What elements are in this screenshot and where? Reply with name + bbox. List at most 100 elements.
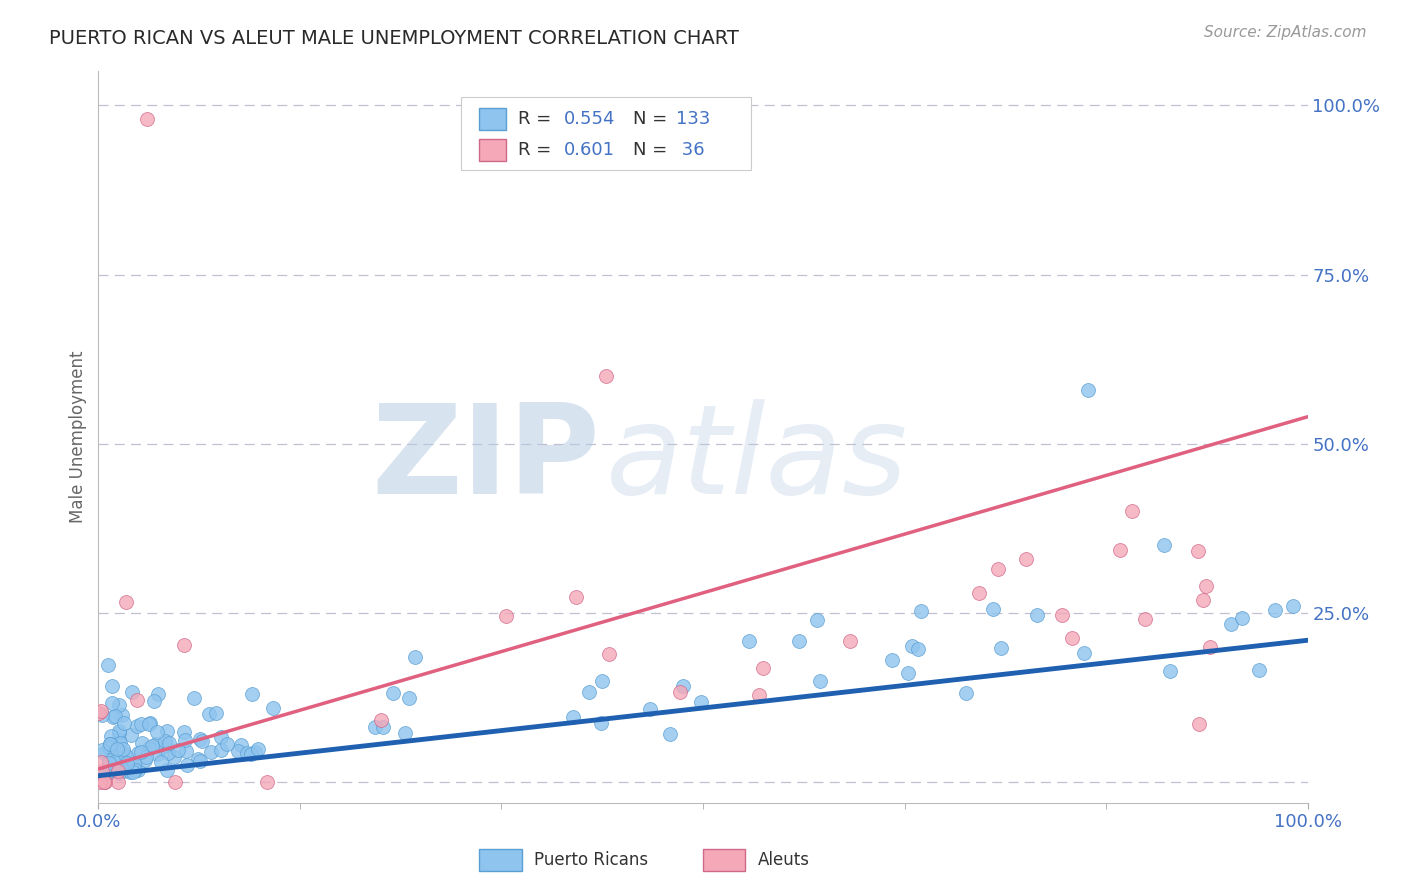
- Point: [135, 112, 157, 126]
- Text: 0.554: 0.554: [564, 110, 616, 128]
- Point: [1247, 663, 1270, 677]
- Point: [108, 765, 131, 780]
- Point: [105, 742, 128, 756]
- Point: [1077, 383, 1099, 397]
- Point: [638, 702, 661, 716]
- Point: [98, 738, 121, 752]
- Point: [371, 720, 394, 734]
- Point: [1192, 592, 1215, 607]
- Point: [256, 775, 278, 789]
- Point: [167, 743, 190, 757]
- Text: 0.601: 0.601: [564, 141, 614, 160]
- Point: [125, 692, 148, 706]
- Point: [1133, 611, 1156, 625]
- Point: [197, 707, 219, 722]
- Point: [243, 746, 266, 760]
- Point: [122, 756, 145, 770]
- Point: [1062, 632, 1084, 646]
- Point: [108, 724, 131, 739]
- Point: [239, 747, 262, 761]
- Point: [121, 685, 143, 699]
- Point: [155, 738, 177, 752]
- Point: [111, 742, 134, 756]
- Text: R =: R =: [517, 141, 557, 160]
- Point: [1188, 716, 1211, 731]
- Point: [398, 690, 420, 705]
- Point: [150, 756, 173, 770]
- Point: [112, 747, 135, 761]
- Point: [90, 704, 112, 718]
- Point: [100, 764, 122, 779]
- Point: [94, 768, 117, 782]
- Point: [565, 591, 588, 605]
- Point: [91, 764, 114, 779]
- Point: [129, 745, 152, 759]
- Point: [1187, 543, 1209, 558]
- Point: [115, 756, 138, 770]
- Point: [104, 709, 127, 723]
- Point: [1121, 504, 1143, 518]
- Point: [153, 733, 176, 747]
- Text: PUERTO RICAN VS ALEUT MALE UNEMPLOYMENT CORRELATION CHART: PUERTO RICAN VS ALEUT MALE UNEMPLOYMENT …: [49, 29, 740, 47]
- Point: [91, 707, 114, 722]
- Point: [247, 741, 270, 756]
- Point: [127, 746, 149, 760]
- Point: [156, 763, 179, 777]
- Point: [1073, 647, 1095, 661]
- Point: [135, 750, 157, 764]
- Point: [118, 764, 141, 779]
- Point: [987, 562, 1010, 576]
- Point: [1230, 611, 1253, 625]
- Point: [907, 641, 929, 656]
- Text: 133: 133: [676, 110, 711, 128]
- Point: [370, 713, 392, 727]
- Point: [1282, 599, 1305, 614]
- Point: [382, 686, 405, 700]
- Point: [97, 657, 120, 672]
- Point: [148, 687, 170, 701]
- FancyBboxPatch shape: [479, 139, 506, 161]
- Point: [188, 754, 211, 768]
- Point: [591, 674, 613, 689]
- Point: [394, 726, 416, 740]
- Point: [108, 726, 131, 740]
- Point: [1199, 640, 1222, 655]
- Point: [205, 706, 228, 720]
- Point: [108, 735, 131, 749]
- Text: 36: 36: [676, 141, 704, 160]
- Point: [967, 585, 990, 599]
- Point: [111, 708, 134, 723]
- Point: [103, 710, 125, 724]
- Point: [1264, 603, 1286, 617]
- Point: [108, 732, 131, 747]
- Point: [209, 731, 232, 745]
- Point: [143, 694, 166, 708]
- Point: [122, 764, 145, 779]
- Y-axis label: Male Unemployment: Male Unemployment: [69, 351, 87, 524]
- Point: [129, 717, 152, 731]
- Point: [98, 737, 121, 751]
- Point: [176, 757, 198, 772]
- Text: atlas: atlas: [606, 399, 908, 519]
- Point: [236, 747, 259, 761]
- Text: ZIP: ZIP: [371, 399, 600, 519]
- Point: [595, 369, 617, 384]
- Point: [127, 764, 149, 778]
- Point: [141, 739, 163, 753]
- Text: R =: R =: [517, 110, 557, 128]
- Point: [789, 633, 811, 648]
- Point: [1015, 551, 1038, 566]
- Point: [808, 674, 831, 689]
- Point: [748, 688, 770, 702]
- Point: [659, 727, 682, 741]
- Point: [751, 661, 773, 675]
- Point: [1195, 579, 1218, 593]
- Point: [90, 743, 112, 757]
- Point: [112, 715, 135, 730]
- Point: [806, 613, 828, 627]
- Point: [134, 753, 156, 767]
- Point: [591, 715, 613, 730]
- Point: [127, 719, 149, 733]
- Point: [157, 746, 180, 760]
- Point: [138, 741, 160, 756]
